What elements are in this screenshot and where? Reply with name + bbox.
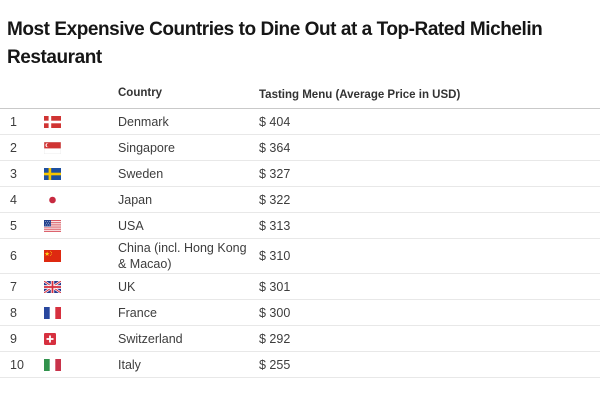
flag-singapore-icon [44,141,61,154]
flag-france-icon [44,306,61,319]
rank-cell: 6 [10,249,17,263]
rank-cell: 9 [10,331,17,346]
country-cell: Japan [118,192,153,207]
flag-cell [44,115,118,128]
price-cell: $ 292 [259,331,291,346]
table-row: 3 Sweden $ 327 [0,161,600,187]
flag-sweden-icon [44,167,61,180]
price-cell: $ 322 [259,192,291,207]
flag-uk-icon [44,280,61,293]
price-cell: $ 364 [259,140,291,155]
flag-cell [44,358,118,371]
flag-cell [44,167,118,180]
table-row: 7 UK $ 301 [0,274,600,300]
table-body: 1 Denmark $ 404 2 Singapore $ 364 3 Sweden $ 327… [0,109,600,378]
country-cell: Singapore [118,140,175,155]
flag-cell [44,332,118,345]
rank-cell: 4 [10,192,17,207]
flag-denmark-icon [44,115,61,128]
price-cell: $ 404 [259,114,291,129]
ranking-table: Country Tasting Menu (Average Price in U… [0,85,600,378]
table-row: 6 China (incl. Hong Kong & Macao) $ 310 [0,239,600,274]
flag-cell [44,250,118,262]
rank-cell: 3 [10,166,17,181]
flag-china-icon [44,250,61,262]
price-cell: $ 310 [259,249,291,263]
flag-italy-icon [44,358,61,371]
table-header-row: Country Tasting Menu (Average Price in U… [0,85,600,109]
table-row: 9 Switzerland $ 292 [0,326,600,352]
rank-cell: 10 [10,357,24,372]
flag-cell [44,219,118,232]
rank-cell: 8 [10,305,17,320]
flag-japan-icon [44,193,61,206]
rank-cell: 5 [10,218,17,233]
country-cell: China (incl. Hong Kong & Macao) [118,241,247,271]
flag-usa-icon [44,219,61,232]
price-cell: $ 255 [259,357,291,372]
rank-cell: 7 [10,279,17,294]
rank-cell: 1 [10,114,17,129]
country-cell: Denmark [118,114,169,129]
price-cell: $ 313 [259,218,291,233]
country-cell: Italy [118,357,141,372]
flag-cell [44,306,118,319]
page-title: Most Expensive Countries to Dine Out at … [7,19,543,68]
price-cell: $ 301 [259,279,291,294]
price-cell: $ 327 [259,166,291,181]
table-row: 2 Singapore $ 364 [0,135,600,161]
country-cell: USA [118,218,144,233]
flag-cell [44,141,118,154]
table-row: 4 Japan $ 322 [0,187,600,213]
table-row: 1 Denmark $ 404 [0,109,600,135]
country-cell: UK [118,279,136,294]
country-cell: Sweden [118,166,164,181]
country-cell: Switzerland [118,331,183,346]
flag-cell [44,280,118,293]
table-row: 10 Italy $ 255 [0,352,600,378]
header-country-cell: Country [118,87,163,99]
header-price-cell: Tasting Menu (Average Price in USD) [259,89,461,101]
country-cell: France [118,305,157,320]
table-row: 5 USA $ 313 [0,213,600,239]
flag-switzerland-icon [44,332,61,345]
flag-cell [44,193,118,206]
price-cell: $ 300 [259,305,291,320]
table-row: 8 France $ 300 [0,300,600,326]
rank-cell: 2 [10,140,17,155]
